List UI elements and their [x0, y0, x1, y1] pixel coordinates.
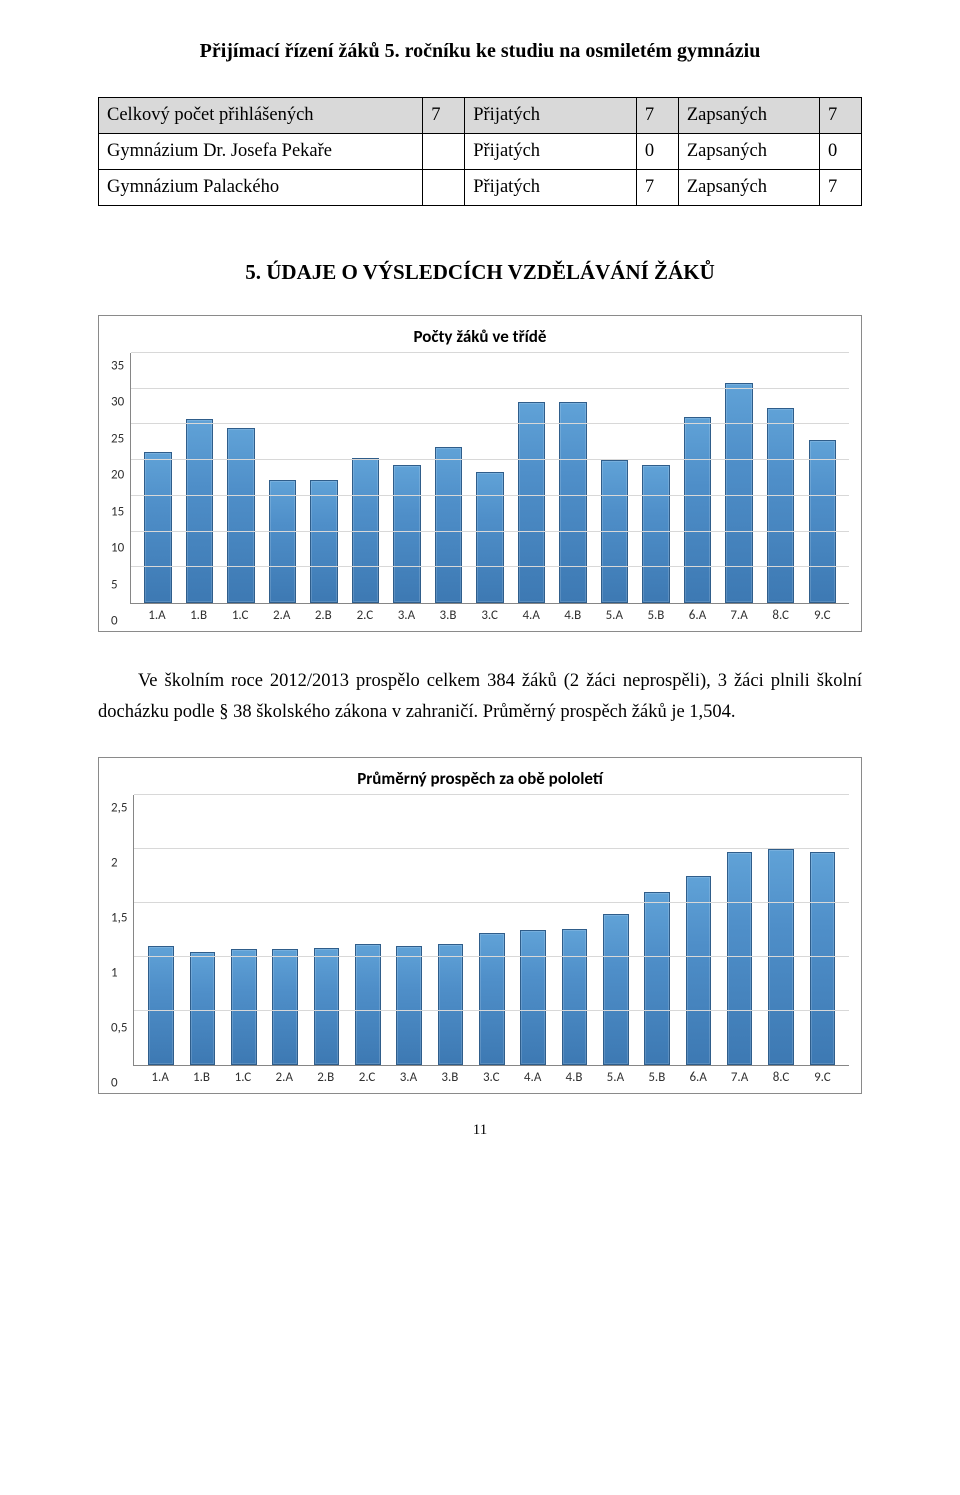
chart2-y-axis: 00,511,522,5	[111, 795, 133, 1085]
bar	[767, 408, 794, 603]
bar-slot	[182, 795, 223, 1065]
bar	[396, 946, 422, 1065]
table-cell: Gymnázium Dr. Josefa Pekaře	[99, 134, 423, 170]
table-cell	[423, 134, 465, 170]
bar	[144, 452, 171, 603]
table-cell: Zapsaných	[678, 98, 819, 134]
bar	[310, 480, 337, 603]
table-cell: 7	[423, 98, 465, 134]
bar	[518, 402, 545, 603]
bar	[644, 892, 670, 1065]
bar	[684, 417, 711, 603]
page-number: 11	[98, 1122, 862, 1139]
table-cell: Přijatých	[465, 98, 637, 134]
bar	[393, 465, 420, 603]
chart-class-counts: Počty žáků ve třídě 05101520253035 1.A1.…	[98, 315, 862, 632]
bar-slot	[595, 795, 636, 1065]
table-cell: Gymnázium Palackého	[99, 170, 423, 206]
section-heading: 5. ÚDAJE O VÝSLEDCÍCH VZDĚLÁVÁNÍ ŽÁKŮ	[98, 260, 862, 285]
bar	[520, 930, 546, 1065]
chart2-x-axis: 1.A1.B1.C2.A2.B2.C3.A3.B3.C4.A4.B5.A5.B6…	[133, 1066, 849, 1085]
chart1-plot	[130, 353, 849, 604]
table-cell: 7	[820, 98, 862, 134]
bar	[190, 952, 216, 1065]
bar	[768, 849, 794, 1065]
bar-slot	[140, 795, 181, 1065]
bar-slot	[802, 795, 843, 1065]
table-cell	[423, 170, 465, 206]
bar	[314, 948, 340, 1065]
bar-slot	[264, 795, 305, 1065]
bar	[479, 933, 505, 1065]
bar	[559, 402, 586, 603]
bar-slot	[554, 795, 595, 1065]
table-cell: 0	[636, 134, 678, 170]
chart-average-grade: Průměrný prospěch za obě pololetí 00,511…	[98, 757, 862, 1094]
bar-slot	[636, 795, 677, 1065]
bar-slot	[471, 795, 512, 1065]
bar	[601, 460, 628, 603]
bar	[355, 944, 381, 1065]
table-cell: Celkový počet přihlášených	[99, 98, 423, 134]
bar	[148, 946, 174, 1065]
bar	[603, 914, 629, 1065]
bar	[562, 929, 588, 1065]
bar	[727, 852, 753, 1065]
bar	[269, 480, 296, 603]
bar-slot	[678, 795, 719, 1065]
bar-slot	[223, 795, 264, 1065]
bar	[231, 949, 257, 1065]
table-cell: 0	[820, 134, 862, 170]
bar	[435, 447, 462, 603]
bar	[642, 465, 669, 603]
bar	[810, 852, 836, 1065]
bar	[476, 472, 503, 603]
table-cell: 7	[636, 170, 678, 206]
admissions-table: Celkový počet přihlášených7Přijatých7Zap…	[98, 97, 862, 206]
table-row: Gymnázium PalackéhoPřijatých7Zapsaných7	[99, 170, 862, 206]
bar	[686, 876, 712, 1065]
chart1-y-axis: 05101520253035	[111, 353, 130, 623]
bar-slot	[388, 795, 429, 1065]
bar	[272, 949, 298, 1065]
chart1-title: Počty žáků ve třídě	[111, 326, 849, 347]
bar	[809, 440, 836, 603]
table-cell: Přijatých	[465, 134, 637, 170]
bar	[725, 383, 752, 603]
table-cell: 7	[820, 170, 862, 206]
summary-paragraph: Ve školním roce 2012/2013 prospělo celke…	[98, 666, 862, 727]
table-row: Gymnázium Dr. Josefa PekařePřijatých0Zap…	[99, 134, 862, 170]
bar-slot	[430, 795, 471, 1065]
bar	[438, 944, 464, 1065]
table-cell: Přijatých	[465, 170, 637, 206]
table-cell: 7	[636, 98, 678, 134]
bar-slot	[760, 795, 801, 1065]
table-cell: Zapsaných	[678, 134, 819, 170]
chart2-title: Průměrný prospěch za obě pololetí	[111, 768, 849, 789]
table-row: Celkový počet přihlášených7Přijatých7Zap…	[99, 98, 862, 134]
bar-slot	[512, 795, 553, 1065]
heading-admissions: Přijímací řízení žáků 5. ročníku ke stud…	[98, 40, 862, 63]
bar	[227, 428, 254, 603]
bar-slot	[719, 795, 760, 1065]
chart1-x-axis: 1.A1.B1.C2.A2.B2.C3.A3.B3.C4.A4.B5.A5.B6…	[130, 604, 849, 623]
bar	[186, 419, 213, 603]
chart2-plot	[133, 795, 849, 1066]
bar-slot	[306, 795, 347, 1065]
table-cell: Zapsaných	[678, 170, 819, 206]
bar-slot	[347, 795, 388, 1065]
